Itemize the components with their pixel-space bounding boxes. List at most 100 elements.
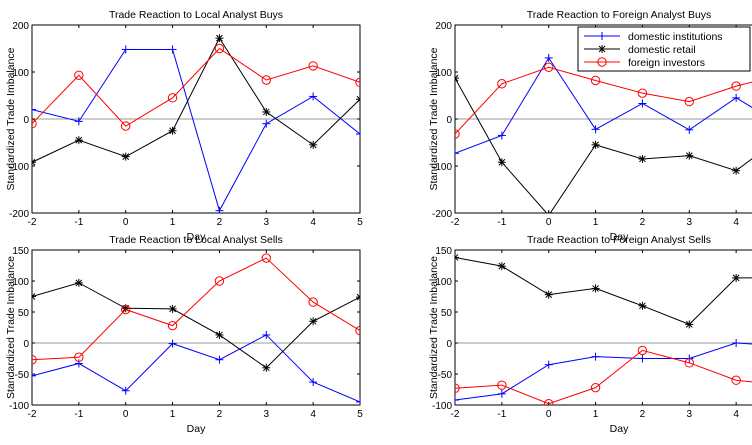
y-tick-label: 200 — [435, 21, 452, 32]
y-axis-label: Standardized Trade Imbalance — [428, 256, 440, 399]
data-point-domestic-institutions — [591, 125, 600, 134]
x-tick-label: 1 — [170, 409, 176, 420]
data-point-foreign-investors — [261, 75, 271, 85]
data-point-domestic-retail — [591, 284, 600, 293]
data-point-domestic-retail — [262, 107, 271, 116]
data-point-domestic-retail — [638, 301, 647, 310]
series-line-domestic-retail — [455, 77, 752, 213]
x-tick-label: 3 — [687, 409, 693, 420]
data-point-domestic-retail — [121, 152, 130, 161]
data-point-foreign-investors — [74, 352, 84, 362]
data-point-foreign-investors — [590, 75, 601, 86]
chart-panel-3: -2 -1 0 1 2 3 4 5 -100 -50 0 50 100 150 Trade Reaction… — [5, 234, 363, 435]
legend-marker — [598, 32, 606, 40]
data-point-domestic-retail — [497, 158, 506, 167]
y-axis-label: Standardized Trade Imbalance — [428, 47, 440, 190]
x-tick-label: 4 — [310, 217, 316, 228]
data-point-foreign-investors — [544, 399, 554, 405]
data-point-foreign-investors — [308, 61, 318, 71]
data-point-domestic-institutions — [32, 105, 36, 114]
y-tick-label: -100 — [432, 401, 452, 412]
y-axis-label: Standardized Trade Imbalance — [5, 256, 17, 399]
y-tick-label: 50 — [441, 308, 453, 319]
x-tick-label: -2 — [451, 217, 460, 228]
series-line-domestic-institutions — [32, 48, 360, 212]
data-point-domestic-retail — [497, 262, 506, 271]
data-point-domestic-institutions — [74, 359, 83, 368]
x-tick-label: 1 — [593, 409, 599, 420]
series-line-foreign-investors — [455, 66, 752, 135]
series-line-domestic-institutions — [455, 56, 752, 154]
y-tick-label: 150 — [12, 246, 29, 257]
data-point-domestic-institutions — [168, 45, 177, 54]
y-tick-label: 0 — [23, 339, 29, 350]
y-tick-label: 0 — [446, 339, 452, 350]
chart-panel-1: -2 -1 0 1 2 3 4 5 -200 -100 0 100 200 Trade Reaction … — [5, 9, 363, 243]
x-tick-label: 0 — [123, 409, 129, 420]
y-axis-label: Standardized Trade Imbalance — [5, 47, 17, 190]
data-point-domestic-retail — [168, 126, 177, 135]
chart-title: Trade Reaction to Foreign Analyst Sells — [527, 234, 711, 246]
x-tick-label: 1 — [170, 217, 176, 228]
data-point-domestic-retail — [455, 74, 459, 83]
legend-label: domestic institutions — [628, 31, 723, 43]
data-point-foreign-investors — [214, 276, 225, 286]
series-line-domestic-institutions — [455, 342, 752, 401]
series-line-domestic-retail — [455, 256, 752, 325]
data-point-foreign-investors — [32, 355, 37, 365]
data-point-foreign-investors — [214, 43, 225, 54]
x-tick-label: 2 — [640, 217, 646, 228]
x-tick-label: 0 — [546, 409, 552, 420]
series-line-foreign-investors — [455, 349, 752, 405]
series-line-domestic-retail — [32, 282, 360, 369]
data-point-foreign-investors — [355, 325, 360, 336]
data-point-domestic-institutions — [309, 92, 318, 101]
y-tick-label: -50 — [438, 370, 453, 381]
x-tick-label: -1 — [74, 217, 83, 228]
chart-title: Trade Reaction to Local Analyst Sells — [109, 234, 283, 246]
data-point-domestic-institutions — [544, 53, 553, 62]
data-point-domestic-institutions — [544, 360, 553, 369]
y-tick-label: 50 — [18, 308, 30, 319]
y-tick-label: -200 — [432, 209, 452, 220]
y-tick-label: 100 — [435, 277, 452, 288]
data-point-domestic-retail — [215, 330, 224, 339]
x-tick-label: 0 — [546, 217, 552, 228]
x-tick-label: 1 — [593, 217, 599, 228]
data-point-domestic-retail — [732, 273, 741, 282]
y-tick-label: 0 — [446, 115, 452, 126]
chart-title: Trade Reaction to Local Analyst Buys — [109, 9, 283, 21]
data-point-domestic-institutions — [32, 371, 36, 380]
data-point-domestic-institutions — [497, 389, 506, 398]
x-axis-label: Day — [610, 231, 629, 243]
x-tick-label: 5 — [357, 409, 363, 420]
x-tick-label: 5 — [357, 217, 363, 228]
data-point-domestic-retail — [309, 140, 318, 149]
y-tick-label: -200 — [9, 209, 29, 220]
data-point-domestic-institutions — [356, 130, 360, 139]
y-tick-label: -100 — [9, 401, 29, 412]
series-line-domestic-retail — [32, 37, 360, 163]
data-point-foreign-investors — [731, 81, 741, 91]
data-point-foreign-investors — [261, 253, 271, 263]
x-tick-label: -1 — [497, 409, 506, 420]
data-point-domestic-retail — [591, 140, 600, 149]
data-point-domestic-retail — [685, 151, 694, 160]
data-point-domestic-institutions — [455, 149, 459, 158]
chart-title: Trade Reaction to Foreign Analyst Buys — [527, 9, 712, 21]
data-point-foreign-investors — [497, 380, 507, 390]
x-tick-label: 4 — [733, 217, 739, 228]
data-point-domestic-institutions — [215, 355, 224, 364]
data-point-domestic-institutions — [732, 93, 741, 102]
data-point-foreign-investors — [637, 88, 648, 98]
data-point-foreign-investors — [121, 304, 131, 315]
data-point-domestic-institutions — [262, 119, 271, 128]
x-tick-label: 4 — [310, 409, 316, 420]
data-point-domestic-retail — [262, 363, 271, 372]
series-line-foreign-investors — [32, 257, 360, 361]
x-tick-label: -2 — [28, 217, 37, 228]
plot-frame — [31, 249, 361, 406]
